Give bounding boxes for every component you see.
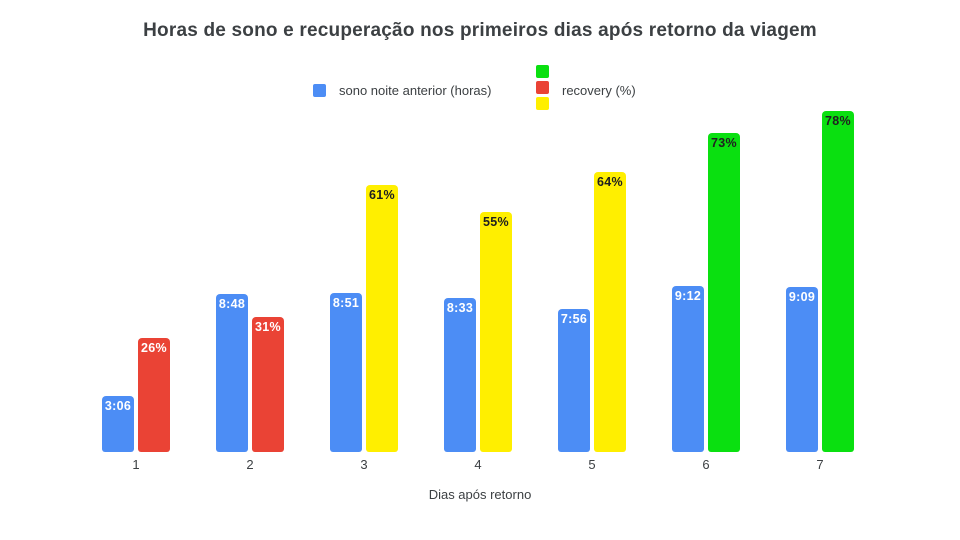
recovery-bar-day-4: 55% xyxy=(480,212,512,452)
x-tick-2: 2 xyxy=(246,457,254,472)
x-tick-6: 6 xyxy=(702,457,710,472)
sleep-bar-day-5: 7:56 xyxy=(558,309,590,452)
sleep-bar-day-1-label: 3:06 xyxy=(104,399,132,413)
x-tick-7: 7 xyxy=(816,457,824,472)
x-tick-1: 1 xyxy=(132,457,140,472)
legend-swatch-sleep-icon xyxy=(313,84,326,97)
x-tick-4: 4 xyxy=(474,457,482,472)
legend-swatch-red-icon xyxy=(536,81,549,94)
sleep-bar-day-4-label: 8:33 xyxy=(446,301,474,315)
recovery-bar-day-3-label: 61% xyxy=(369,188,395,202)
sleep-bar-day-5-label: 7:56 xyxy=(560,312,588,326)
sleep-bar-day-7: 9:09 xyxy=(786,287,818,452)
legend-swatch-yellow-icon xyxy=(536,97,549,110)
legend-label-recovery: recovery (%) xyxy=(562,83,636,98)
recovery-bar-day-4-label: 55% xyxy=(483,215,509,229)
recovery-bar-day-2: 31% xyxy=(252,317,284,452)
sleep-bar-day-2: 8:48 xyxy=(216,294,248,452)
sleep-bar-day-7-label: 9:09 xyxy=(788,290,816,304)
sleep-bar-day-1: 3:06 xyxy=(102,396,134,452)
sleep-bar-day-6: 9:12 xyxy=(672,286,704,452)
x-tick-5: 5 xyxy=(588,457,596,472)
legend-swatch-recovery-icon xyxy=(536,65,549,110)
x-tick-3: 3 xyxy=(360,457,368,472)
legend-swatch-green-icon xyxy=(536,65,549,78)
recovery-bar-day-7-label: 78% xyxy=(825,114,851,128)
recovery-bar-day-6-label: 73% xyxy=(711,136,737,150)
chart-title: Horas de sono e recuperação nos primeiro… xyxy=(143,20,817,41)
sleep-bar-day-3: 8:51 xyxy=(330,293,362,452)
recovery-bar-day-6: 73% xyxy=(708,133,740,452)
sleep-bar-day-4: 8:33 xyxy=(444,298,476,452)
recovery-bar-day-1: 26% xyxy=(138,338,170,452)
recovery-bar-day-2-label: 31% xyxy=(255,320,281,334)
sleep-bar-day-3-label: 8:51 xyxy=(332,296,360,310)
recovery-bar-day-5: 64% xyxy=(594,172,626,452)
recovery-bar-day-1-label: 26% xyxy=(141,341,167,355)
sleep-bar-day-2-label: 8:48 xyxy=(218,297,246,311)
legend-label-sleep: sono noite anterior (horas) xyxy=(339,83,492,98)
sleep-bar-day-6-label: 9:12 xyxy=(674,289,702,303)
recovery-bar-day-7: 78% xyxy=(822,111,854,452)
recovery-bar-day-3: 61% xyxy=(366,185,398,452)
recovery-bar-day-5-label: 64% xyxy=(597,175,623,189)
x-axis-title: Dias após retorno xyxy=(428,487,532,502)
